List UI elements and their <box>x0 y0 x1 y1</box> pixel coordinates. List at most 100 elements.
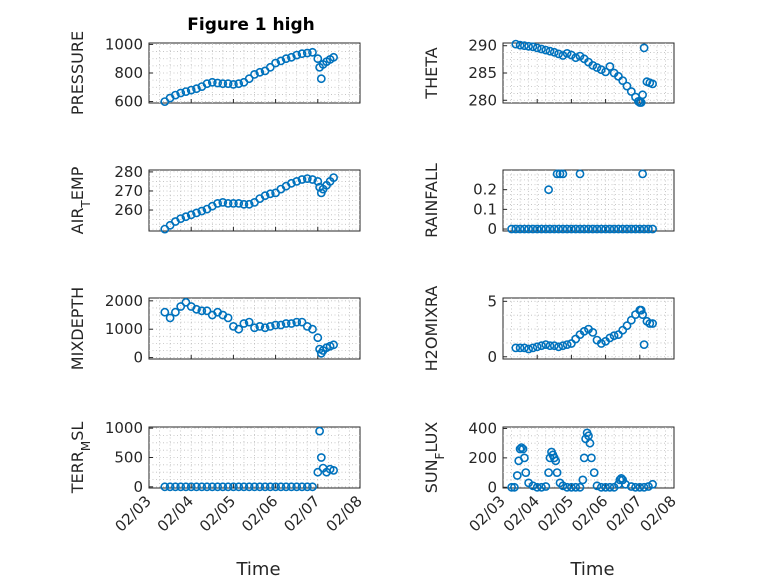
y-tick-label: 200 <box>468 449 497 467</box>
data-point <box>234 79 244 89</box>
data-point <box>592 63 602 72</box>
subplot-rainfall: 0 0.10.2 RAINFALL <box>422 163 675 238</box>
data-point <box>176 88 186 98</box>
y-tick-label: 5 <box>487 292 497 310</box>
data-point <box>532 224 542 234</box>
x-tick-label: 02/03 <box>466 492 509 535</box>
data-point <box>518 444 528 454</box>
data-point <box>223 313 233 323</box>
data-point <box>515 343 525 353</box>
y-tick-label: 0 <box>487 220 497 238</box>
data-point <box>515 40 525 50</box>
data-point <box>528 42 538 52</box>
data-point <box>260 482 270 492</box>
data-point <box>528 481 538 491</box>
data-point <box>170 307 180 317</box>
data-point <box>618 76 628 85</box>
data-point <box>507 224 516 234</box>
data-point <box>515 444 525 454</box>
data-point <box>313 333 323 343</box>
data-point <box>160 307 170 317</box>
subplot-theta: 280 285 290 THETA <box>422 37 675 109</box>
data-point <box>638 169 647 179</box>
data-point <box>615 475 625 485</box>
x-tick-label: 02/07 <box>602 492 645 535</box>
data-point <box>271 320 280 330</box>
data-point <box>645 319 655 328</box>
data-point <box>584 224 593 234</box>
data-point <box>596 65 606 75</box>
data-point <box>588 224 598 234</box>
data-point <box>281 482 291 492</box>
data-point <box>192 304 201 314</box>
data-point <box>176 302 186 311</box>
data-point <box>507 482 516 492</box>
data-point <box>596 339 606 348</box>
data-point <box>250 70 259 79</box>
y-tick-label: 280 <box>468 91 497 109</box>
data-point <box>218 197 228 207</box>
data-point <box>271 482 280 492</box>
data-point <box>308 324 317 334</box>
y-tick-label: 0 <box>487 348 497 366</box>
data-point <box>622 81 632 91</box>
data-point <box>605 224 615 234</box>
data-point <box>549 341 559 351</box>
data-point <box>202 79 212 89</box>
y-tick-label: 2000 <box>105 292 143 310</box>
data-point <box>639 482 649 492</box>
subplot-pressure: 600 800 1000 PRESSURE <box>68 31 361 115</box>
data-point <box>601 224 610 234</box>
data-point <box>601 67 610 77</box>
data-point <box>648 479 657 489</box>
data-point <box>286 319 296 328</box>
data-point <box>589 468 599 477</box>
data-point <box>639 224 649 234</box>
data-point <box>213 482 222 492</box>
data-point <box>528 224 538 234</box>
data-point <box>234 198 244 208</box>
data-point <box>544 468 553 477</box>
data-point <box>244 199 254 209</box>
data-point <box>545 46 555 56</box>
data-point <box>213 78 222 88</box>
data-point <box>292 482 302 492</box>
data-point <box>202 482 212 492</box>
data-point <box>541 45 551 55</box>
data-point <box>511 39 521 49</box>
data-point <box>562 224 572 234</box>
y-axis-label: H2OMIXRA <box>422 286 441 372</box>
data-point <box>244 74 254 84</box>
data-point <box>176 214 186 223</box>
data-point <box>223 79 233 89</box>
y-tick-label: 1000 <box>105 419 143 437</box>
data-point <box>562 340 572 349</box>
data-point <box>596 482 606 492</box>
data-point <box>186 210 196 220</box>
data-point <box>176 482 186 492</box>
data-point <box>313 467 323 477</box>
data-point <box>545 341 555 351</box>
data-point <box>313 176 323 186</box>
data-point <box>181 87 191 96</box>
data-point <box>596 224 606 234</box>
data-point <box>635 482 645 492</box>
data-point <box>170 90 180 100</box>
data-point <box>555 169 565 179</box>
x-tick-label: 02/06 <box>568 492 611 535</box>
data-point <box>244 482 254 492</box>
data-point <box>552 468 562 477</box>
x-tick-label: 02/06 <box>238 492 281 535</box>
data-point <box>512 471 522 480</box>
data-point <box>605 482 615 492</box>
y-tick-label: 400 <box>468 419 497 437</box>
data-point <box>515 224 525 234</box>
data-point <box>276 320 286 330</box>
data-point <box>592 224 602 234</box>
data-point <box>286 482 296 492</box>
data-point <box>626 87 636 96</box>
data-point <box>558 169 568 179</box>
